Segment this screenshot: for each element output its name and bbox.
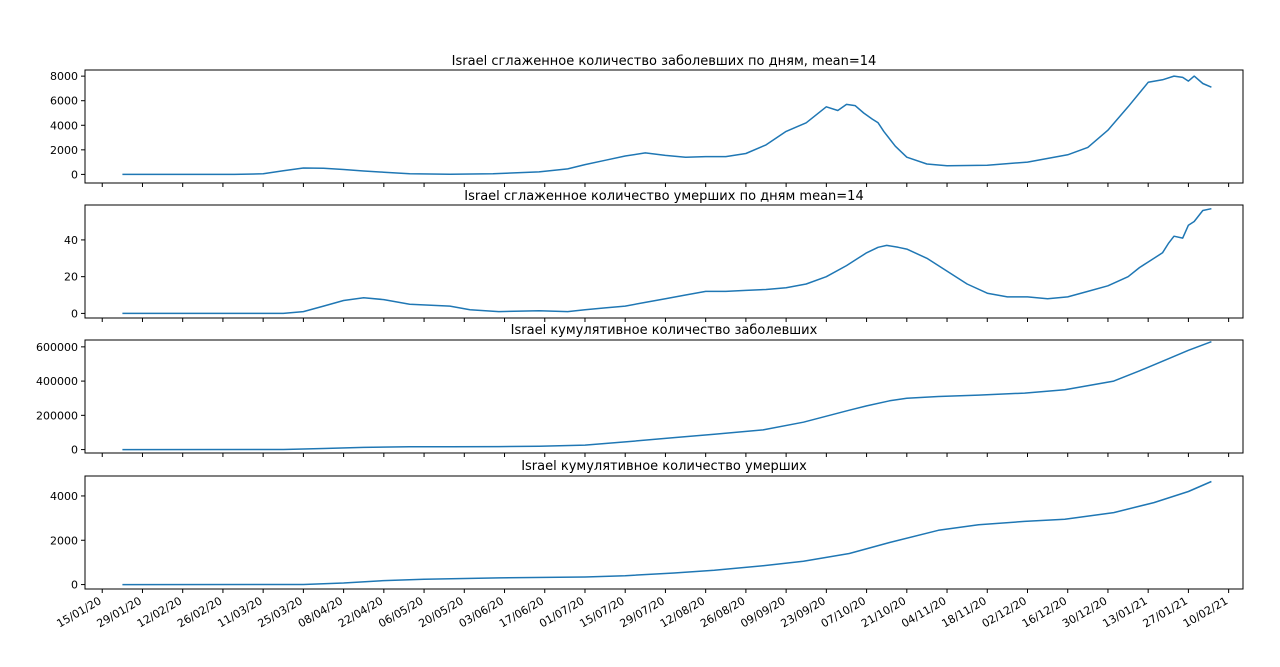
- x-tick-label: 30/12/20: [1060, 594, 1109, 630]
- y-tick-label: 2000: [50, 144, 78, 157]
- series-line-0: [122, 340, 1212, 451]
- y-tick-label: 200000: [36, 409, 78, 422]
- series-line-0: [122, 480, 1212, 586]
- y-tick-label: 400000: [36, 375, 78, 388]
- y-tick-label: 0: [71, 444, 78, 457]
- x-tick-label: 27/01/21: [1141, 594, 1190, 630]
- x-tick-label: 20/05/20: [417, 594, 466, 630]
- x-tick-label: 26/02/20: [175, 594, 224, 630]
- x-tick-label: 07/10/20: [819, 594, 868, 630]
- x-tick-label: 04/11/20: [899, 594, 948, 630]
- x-tick-label: 13/01/21: [1100, 594, 1149, 630]
- x-tick-label: 21/10/20: [859, 594, 908, 630]
- y-tick-label: 4000: [50, 490, 78, 503]
- series-line-0: [122, 75, 1212, 176]
- chart-title-cumulative-cases: Israel кумулятивное количество заболевши…: [511, 323, 818, 338]
- y-tick-label: 8000: [50, 70, 78, 83]
- plot-frame: [84, 339, 1244, 454]
- x-tick-label: 16/12/20: [1020, 594, 1069, 630]
- x-tick-label: 26/08/20: [698, 594, 747, 630]
- x-tick-label: 03/06/20: [457, 594, 506, 630]
- x-tick-label: 12/02/20: [135, 594, 184, 630]
- x-tick-label: 18/11/20: [939, 594, 988, 630]
- x-tick-label: 06/05/20: [376, 594, 425, 630]
- chart-panel-cumulative-cases: Israel кумулятивное количество заболевши…: [36, 323, 1244, 457]
- x-tick-label: 02/12/20: [980, 594, 1029, 630]
- plot-frame: [84, 69, 1244, 184]
- x-tick-label: 29/01/20: [95, 594, 144, 630]
- chart-panel-daily-deaths: Israel сглаженное количество умерших по …: [64, 189, 1244, 322]
- chart-title-daily-cases: Israel сглаженное количество заболевших …: [452, 54, 877, 69]
- y-tick-label: 0: [71, 307, 78, 320]
- x-tick-label: 15/07/20: [577, 594, 626, 630]
- y-tick-label: 0: [71, 168, 78, 181]
- y-tick-label: 20: [64, 271, 78, 284]
- y-tick-label: 4000: [50, 119, 78, 132]
- x-tick-label: 29/07/20: [618, 594, 667, 630]
- x-tick-label: 01/07/20: [537, 594, 586, 630]
- y-tick-label: 2000: [50, 534, 78, 547]
- x-tick-label: 17/06/20: [497, 594, 546, 630]
- y-tick-label: 0: [71, 579, 78, 592]
- chart-title-daily-deaths: Israel сглаженное количество умерших по …: [464, 189, 863, 204]
- x-tick-label: 15/01/20: [54, 594, 103, 630]
- chart-title-cumulative-deaths: Israel кумулятивное количество умерших: [521, 459, 807, 474]
- chart-panel-daily-cases: Israel сглаженное количество заболевших …: [50, 54, 1244, 187]
- plot-frame: [84, 204, 1244, 319]
- x-tick-label: 08/04/20: [296, 594, 345, 630]
- chart-panel-cumulative-deaths: Israel кумулятивное количество умерших 0…: [50, 459, 1244, 630]
- plot-frame: [84, 475, 1244, 590]
- x-tick-label: 12/08/20: [658, 594, 707, 630]
- x-tick-label: 25/03/20: [256, 594, 305, 630]
- x-tick-label: 11/03/20: [215, 594, 264, 630]
- x-tick-label: 10/02/21: [1181, 594, 1230, 630]
- y-tick-label: 6000: [50, 95, 78, 108]
- y-tick-label: 600000: [36, 341, 78, 354]
- x-tick-label: 22/04/20: [336, 594, 385, 630]
- x-tick-label: 09/09/20: [738, 594, 787, 630]
- series-line-0: [122, 207, 1212, 315]
- y-tick-label: 40: [64, 234, 78, 247]
- x-tick-label: 23/09/20: [779, 594, 828, 630]
